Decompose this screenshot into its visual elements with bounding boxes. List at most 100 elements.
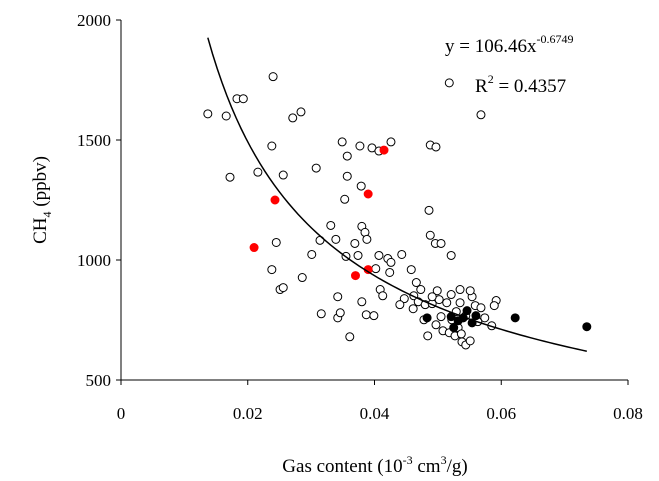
y-title-part: (ppbv)	[30, 156, 51, 211]
x-axis-title: Gas content (10-3 cm3/g)	[282, 453, 467, 477]
data-point	[480, 313, 490, 323]
x-tick-label: 0.04	[360, 404, 390, 423]
data-point	[431, 142, 441, 152]
r-squared: R2 = 0.4357	[475, 72, 566, 97]
data-point	[427, 292, 437, 302]
data-point	[345, 332, 355, 342]
data-point	[371, 264, 381, 274]
data-point	[270, 195, 280, 205]
y-title-sub: 4	[40, 212, 54, 218]
data-point	[395, 300, 405, 310]
data-point	[221, 111, 231, 121]
data-point	[253, 167, 263, 177]
data-point	[249, 243, 259, 253]
data-point	[361, 310, 371, 320]
data-point	[307, 249, 317, 259]
x-tick-label: 0.06	[486, 404, 516, 423]
r2-text: R	[475, 76, 488, 97]
y-title-part: CH	[30, 217, 51, 244]
data-point	[268, 72, 278, 82]
data-point	[357, 297, 367, 307]
data-point	[422, 313, 432, 323]
data-point	[436, 312, 446, 322]
data-point	[379, 145, 389, 155]
data-point	[489, 301, 499, 311]
data-point	[203, 109, 213, 119]
data-point	[335, 308, 345, 318]
data-point	[408, 304, 418, 314]
data-point	[431, 320, 441, 330]
data-point	[449, 323, 459, 333]
data-point	[425, 230, 435, 240]
data-point	[436, 238, 446, 248]
data-point	[455, 285, 465, 295]
data-point	[465, 336, 475, 346]
data-point	[424, 205, 434, 215]
x-title-part: /g)	[447, 456, 468, 477]
data-point	[362, 234, 372, 244]
data-point	[278, 170, 288, 180]
data-point	[288, 113, 298, 123]
data-point	[423, 331, 433, 341]
r2-exponent: 2	[488, 72, 494, 86]
data-point	[582, 322, 592, 332]
data-point	[337, 137, 347, 147]
data-point	[316, 309, 326, 319]
data-point	[333, 292, 343, 302]
data-point	[369, 311, 379, 321]
data-point	[350, 271, 360, 281]
data-point	[385, 267, 395, 277]
x-title-sup: 3	[441, 453, 447, 467]
x-tick-label: 0.08	[613, 404, 643, 423]
equation-exponent: -0.6749	[536, 32, 573, 46]
data-point	[432, 286, 442, 296]
data-point	[386, 257, 396, 267]
data-point	[271, 237, 281, 247]
data-point	[342, 171, 352, 181]
data-point	[510, 313, 520, 323]
data-point	[378, 291, 388, 301]
fit-curve	[207, 37, 587, 352]
data-point	[476, 110, 486, 120]
data-point	[267, 265, 277, 275]
data-point	[397, 249, 407, 259]
fit-equation: y = 106.46x-0.6749	[445, 32, 573, 57]
data-point	[296, 107, 306, 117]
y-tick-label: 1000	[77, 251, 111, 270]
data-point	[340, 194, 350, 204]
x-tick-label: 0.02	[233, 404, 263, 423]
data-point	[476, 303, 486, 313]
data-point	[356, 181, 366, 191]
y-axis-title: CH4 (ppbv)	[30, 156, 54, 244]
x-title-part: Gas content (10	[282, 456, 402, 477]
data-point	[374, 250, 384, 260]
data-point	[331, 234, 341, 244]
data-point	[353, 250, 363, 260]
data-point	[342, 151, 352, 161]
x-title-sup: -3	[403, 453, 413, 467]
r2-value: = 0.4357	[494, 76, 566, 97]
data-point	[465, 286, 475, 296]
y-tick-label: 500	[86, 371, 112, 390]
data-point	[462, 306, 472, 316]
y-tick-label: 1500	[77, 131, 111, 150]
data-point	[471, 311, 481, 321]
data-point	[363, 189, 373, 199]
data-point	[446, 290, 456, 300]
data-point	[444, 78, 454, 88]
data-point	[416, 285, 426, 295]
data-point	[399, 294, 409, 304]
data-point	[406, 265, 416, 275]
data-point	[267, 141, 277, 151]
y-tick-label: 2000	[77, 11, 111, 30]
data-point	[311, 163, 321, 173]
data-point	[455, 298, 465, 308]
equation-text: y = 106.46x	[445, 36, 537, 57]
data-point	[386, 137, 396, 147]
data-point	[297, 273, 307, 283]
data-point	[442, 298, 452, 308]
data-point	[225, 172, 235, 182]
data-point	[350, 238, 360, 248]
